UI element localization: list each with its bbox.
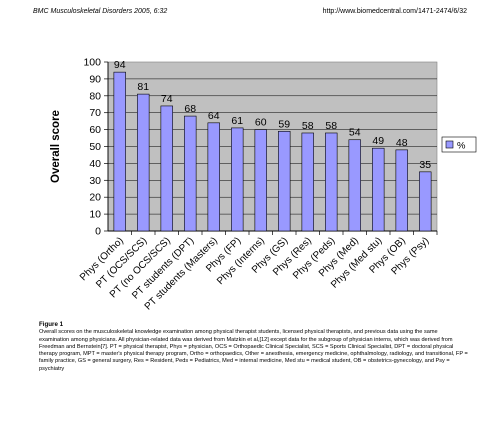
y-tick-label: 20	[89, 192, 101, 204]
bar	[372, 147, 385, 232]
bar	[254, 129, 267, 232]
y-tick-label: 70	[89, 107, 101, 119]
data-label: 35	[419, 159, 431, 171]
journal-header: BMC Musculoskeletal Disorders 2005, 6:32	[33, 8, 168, 15]
figure-caption: Figure 1 Overall scores on the musculosk…	[39, 321, 469, 373]
data-label: 48	[396, 137, 408, 149]
data-label: 64	[208, 110, 220, 122]
bar	[207, 122, 220, 232]
legend-swatch	[445, 140, 454, 149]
data-label: 58	[302, 120, 314, 132]
bar	[348, 139, 361, 232]
data-label: 58	[325, 120, 337, 132]
data-label: 60	[255, 117, 267, 129]
y-tick-label: 0	[95, 226, 101, 238]
data-label: 61	[231, 115, 243, 127]
y-tick-label: 50	[89, 141, 101, 153]
y-tick-label: 40	[89, 158, 101, 170]
bar	[137, 93, 150, 232]
bar	[301, 132, 314, 232]
legend-label: %	[457, 141, 466, 152]
data-label: 54	[349, 127, 361, 139]
bar	[325, 132, 338, 232]
bar	[184, 115, 197, 232]
y-tick-label: 30	[89, 175, 101, 187]
y-tick-label: 90	[89, 73, 101, 85]
y-axis-label: Overall score	[50, 110, 62, 183]
bar	[278, 130, 291, 232]
data-label: 81	[137, 81, 149, 93]
y-tick-label: 10	[89, 209, 101, 221]
bar	[113, 71, 126, 232]
y-tick-label: 100	[83, 57, 101, 69]
data-label: 68	[184, 103, 196, 115]
bar	[395, 149, 408, 232]
data-label: 94	[114, 59, 126, 71]
figure-label: Figure 1	[39, 321, 64, 328]
data-label: 59	[278, 118, 290, 130]
url-header: http://www.biomedcentral.com/1471-2474/6…	[322, 8, 467, 15]
y-tick-label: 80	[89, 90, 101, 102]
data-label: 74	[161, 93, 173, 105]
bar	[419, 171, 432, 232]
caption-text: Overall scores on the musculoskeletal kn…	[39, 329, 468, 372]
y-tick-label: 60	[89, 124, 101, 136]
data-label: 49	[372, 135, 384, 147]
bar	[160, 105, 173, 232]
bar	[231, 127, 244, 232]
